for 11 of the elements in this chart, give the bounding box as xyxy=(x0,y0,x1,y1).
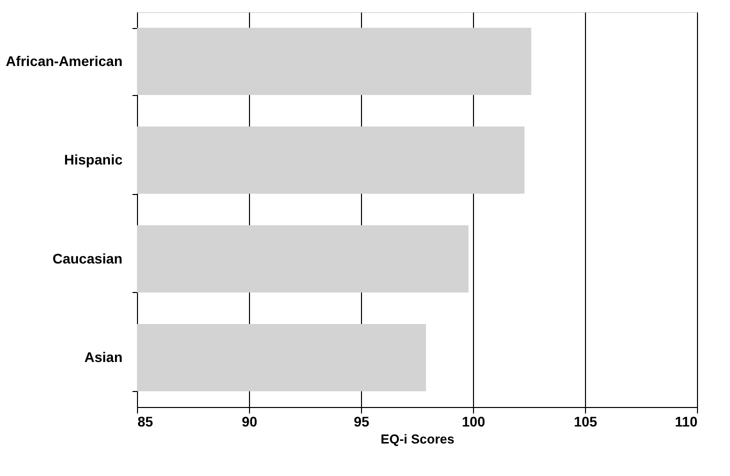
x-axis-title: EQ-i Scores xyxy=(380,432,454,446)
x-tick-label: 110 xyxy=(674,414,698,430)
y-tick-label: African-American xyxy=(6,52,122,69)
x-tick-label: 100 xyxy=(462,414,486,430)
y-tick-label: Asian xyxy=(84,349,122,366)
x-tick-label: 105 xyxy=(574,414,598,430)
x-tick-label: 85 xyxy=(138,414,154,430)
y-tick-label: Hispanic xyxy=(64,152,123,168)
y-tick-label: Caucasian xyxy=(52,250,122,266)
x-tick-label: 95 xyxy=(354,414,370,430)
x-tick-label: 90 xyxy=(242,414,258,430)
